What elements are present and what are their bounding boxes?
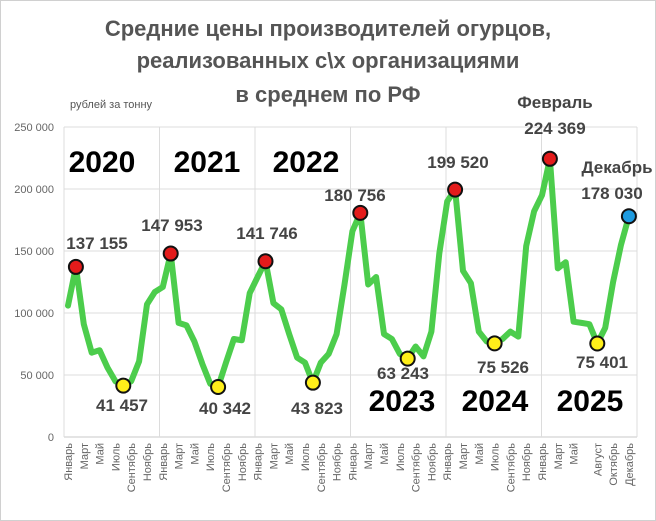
- data-label: 40 342: [199, 399, 251, 418]
- x-tick-label: Май: [95, 443, 107, 465]
- year-label-2020: 2020: [69, 146, 136, 179]
- marker-min: [486, 335, 503, 352]
- y-tick-label: 0: [48, 432, 54, 444]
- x-tick-label: Ноябрь: [237, 443, 249, 481]
- x-tick-label: Сентябрь: [505, 443, 517, 493]
- x-tick-label: Сентябрь: [221, 443, 233, 493]
- x-tick-label: Март: [458, 443, 470, 469]
- y-tick-label: 200 000: [14, 184, 54, 196]
- chart-title-line-2: реализованных с\х организациями: [136, 48, 520, 73]
- data-label: 75 526: [477, 358, 529, 377]
- marker-max: [447, 181, 464, 198]
- year-label-2024: 2024: [462, 385, 529, 418]
- x-tick-label: Июль: [490, 443, 502, 471]
- x-tick-label: Октябрь: [608, 443, 620, 486]
- data-label: 137 155: [66, 234, 127, 253]
- y-tick-label: 50 000: [20, 370, 54, 382]
- x-tick-label: Май: [379, 443, 391, 465]
- marker-min: [304, 374, 321, 391]
- marker-max: [162, 245, 179, 262]
- x-tick-label: Март: [268, 443, 280, 469]
- annotation-label: Декабрь: [581, 158, 652, 177]
- y-tick-label: 100 000: [14, 308, 54, 320]
- marker-max: [67, 258, 84, 275]
- x-tick-label: Март: [553, 443, 565, 469]
- data-label: 141 746: [236, 224, 297, 243]
- x-tick-label: Сентябрь: [126, 443, 138, 493]
- x-tick-label: Май: [284, 443, 296, 465]
- x-tick-label: Январь: [537, 443, 549, 481]
- year-label-2021: 2021: [174, 146, 241, 179]
- x-tick-label: Март: [79, 443, 91, 469]
- year-label-2023: 2023: [369, 385, 436, 418]
- data-label: 199 520: [427, 153, 488, 172]
- x-tick-label: Январь: [347, 443, 359, 481]
- x-tick-label: Июль: [395, 443, 407, 471]
- x-tick-label: Ноябрь: [426, 443, 438, 481]
- x-tick-label: Июль: [300, 443, 312, 471]
- data-label: 63 243: [377, 364, 429, 383]
- x-tick-label: Май: [474, 443, 486, 465]
- x-tick-label: Декабрь: [624, 443, 636, 486]
- year-label-2025: 2025: [557, 385, 624, 418]
- marker-min: [589, 335, 606, 352]
- x-tick-label: Июль: [205, 443, 217, 471]
- data-label: 180 756: [324, 186, 385, 205]
- data-label: 147 953: [141, 216, 202, 235]
- x-tick-label: Январь: [253, 443, 265, 481]
- data-label: 224 369: [524, 119, 585, 138]
- marker-max: [257, 253, 274, 270]
- x-tick-label: Январь: [158, 443, 170, 481]
- x-tick-label: Январь: [63, 443, 75, 481]
- annotation-label: Февраль: [517, 93, 593, 112]
- x-tick-label: Март: [174, 443, 186, 469]
- marker-min: [399, 350, 416, 367]
- y-tick-label: 250 000: [14, 122, 54, 134]
- x-tick-label: Ноябрь: [142, 443, 154, 481]
- x-tick-label: Ноябрь: [521, 443, 533, 481]
- data-label: 41 457: [96, 396, 148, 415]
- marker-max: [541, 150, 558, 167]
- x-tick-label: Май: [189, 443, 201, 465]
- x-tick-label: Май: [569, 443, 581, 465]
- marker-min: [115, 377, 132, 394]
- series-line: [65, 155, 632, 390]
- chart-title-line-3: в среднем по РФ: [235, 82, 421, 107]
- data-label: 43 823: [291, 399, 343, 418]
- marker-max: [352, 204, 369, 221]
- data-label: 75 401: [576, 353, 628, 372]
- x-tick-label: Январь: [442, 443, 454, 481]
- x-tick-label: Сентябрь: [316, 443, 328, 493]
- marker-last: [620, 208, 637, 225]
- x-tick-label: Июль: [110, 443, 122, 471]
- y-tick-label: 150 000: [14, 246, 54, 258]
- x-tick-label: Ноябрь: [332, 443, 344, 481]
- x-tick-label: Март: [363, 443, 375, 469]
- chart-title-line-1: Средние цены производителей огурцов,: [104, 16, 552, 41]
- year-label-2022: 2022: [273, 146, 340, 179]
- x-tick-label: Август: [592, 443, 604, 476]
- x-tick-label: Сентябрь: [411, 443, 423, 493]
- marker-min: [210, 378, 227, 395]
- y-axis-unit-label: рублей за тонну: [70, 99, 153, 111]
- data-label: 178 030: [581, 184, 642, 203]
